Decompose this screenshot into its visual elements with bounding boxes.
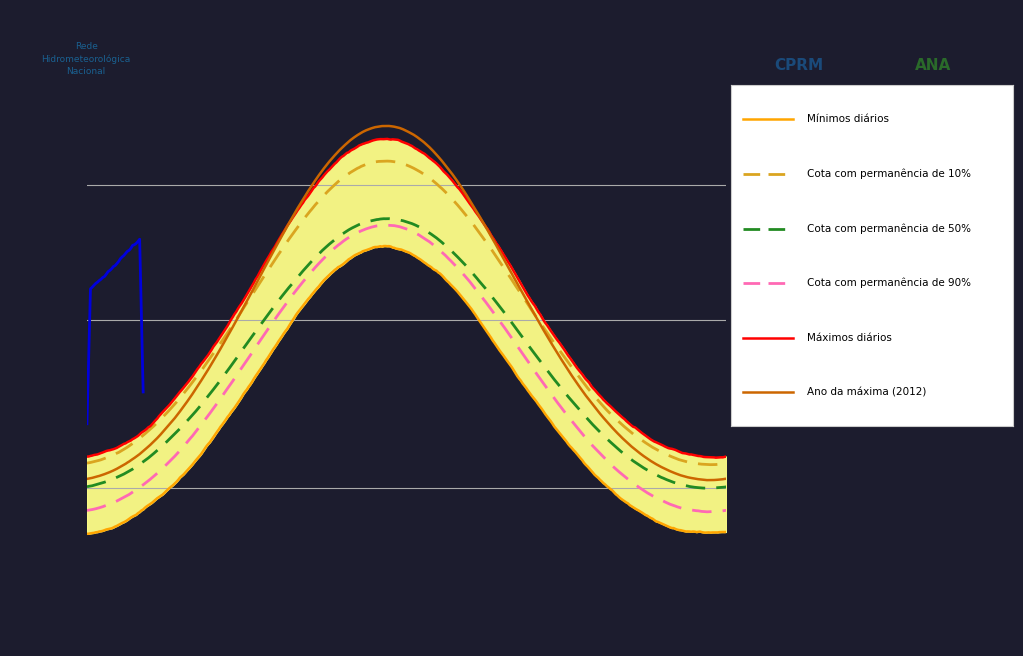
Text: Rede
Hidrometeorológica
Nacional: Rede Hidrometeorológica Nacional: [42, 43, 131, 75]
Text: Ano da máxima (2012): Ano da máxima (2012): [807, 387, 927, 398]
Text: Máximos diários: Máximos diários: [807, 333, 892, 342]
Text: Cota com permanência de 10%: Cota com permanência de 10%: [807, 169, 972, 179]
Text: Cota com permanência de 90%: Cota com permanência de 90%: [807, 278, 972, 289]
Text: CPRM: CPRM: [773, 58, 824, 73]
Text: Cota com permanência de 50%: Cota com permanência de 50%: [807, 223, 972, 234]
Text: Mínimos diários: Mínimos diários: [807, 114, 889, 125]
Text: ANA: ANA: [916, 58, 951, 73]
